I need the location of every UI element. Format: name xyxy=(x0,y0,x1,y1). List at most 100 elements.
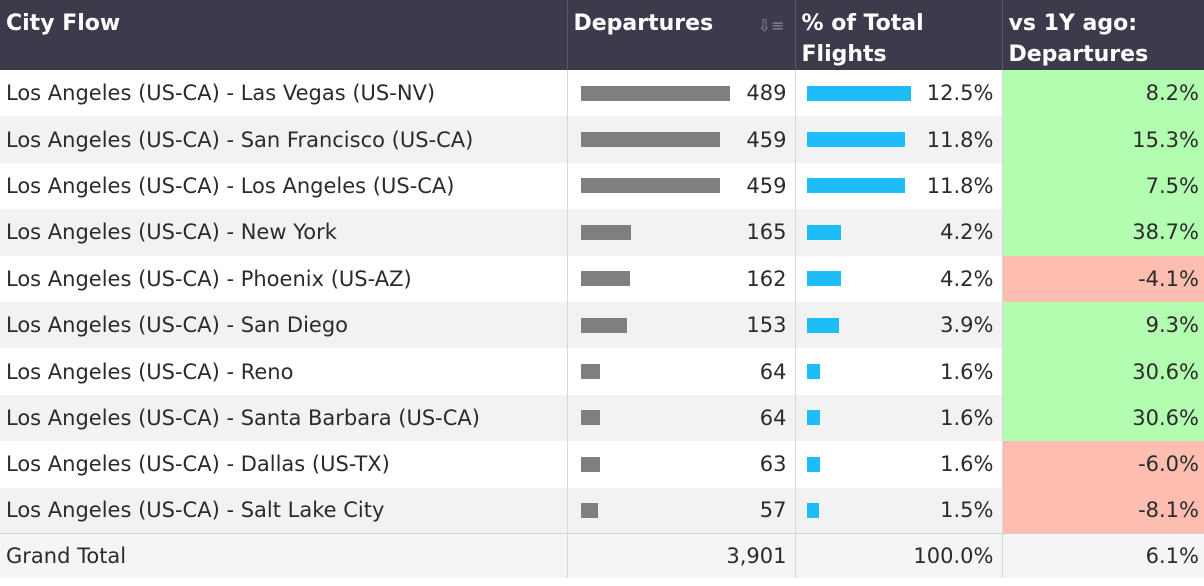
change-vs-1y-cell: 30.6% xyxy=(1002,348,1204,395)
table-row[interactable]: Los Angeles (US-CA) - Santa Barbara (US-… xyxy=(0,394,1204,442)
grand-total-label: Grand Total xyxy=(0,533,568,578)
change-vs-1y-cell: 7.5% xyxy=(1002,162,1204,210)
pct-total-cell: 3.9% xyxy=(795,301,1003,349)
departures-cell: 64 xyxy=(567,394,796,442)
pct-total-bar xyxy=(806,364,820,380)
departures-cell: 57 xyxy=(567,487,796,534)
pct-total-cell: 11.8% xyxy=(795,116,1003,163)
departures-value: 57 xyxy=(759,498,787,523)
pct-total-cell: 1.5% xyxy=(795,487,1003,534)
pct-total-bar xyxy=(806,410,820,426)
pct-total-cell: 12.5% xyxy=(795,70,1003,117)
departures-value: 162 xyxy=(746,266,787,291)
departures-cell: 165 xyxy=(567,209,796,256)
pct-total-bar xyxy=(806,132,905,148)
header-city-flow[interactable]: City Flow xyxy=(0,0,568,70)
pct-total-value: 12.5% xyxy=(926,81,994,106)
table-row[interactable]: Los Angeles (US-CA) - San Diego 153 3.9%… xyxy=(0,301,1204,349)
pct-total-value: 4.2% xyxy=(940,266,994,291)
departures-bar xyxy=(580,271,630,287)
departures-value: 153 xyxy=(746,313,787,338)
table-row[interactable]: Los Angeles (US-CA) - Dallas (US-TX) 63 … xyxy=(0,441,1204,488)
departures-cell: 64 xyxy=(567,348,796,395)
table-row[interactable]: Los Angeles (US-CA) - San Francisco (US-… xyxy=(0,116,1204,163)
departures-bar xyxy=(580,364,600,380)
grand-total-departures: 3,901 xyxy=(567,533,796,578)
table-row[interactable]: Los Angeles (US-CA) - Reno 64 1.6% 30.6% xyxy=(0,348,1204,395)
departures-value: 459 xyxy=(746,173,787,198)
city-flow-cell: Los Angeles (US-CA) - Reno xyxy=(0,348,568,395)
pct-total-bar xyxy=(806,502,819,518)
pct-total-value: 4.2% xyxy=(940,220,994,245)
change-vs-1y-cell: -8.1% xyxy=(1002,487,1204,534)
city-flow-cell: Los Angeles (US-CA) - Phoenix (US-AZ) xyxy=(0,255,568,302)
pct-total-value: 3.9% xyxy=(940,313,994,338)
departures-cell: 459 xyxy=(567,162,796,210)
header-row: City Flow Departures ⇩≡ % of Total Fligh… xyxy=(0,0,1204,70)
grand-total-change: 6.1% xyxy=(1002,533,1204,578)
grand-total-row: Grand Total 3,901 100.0% 6.1% xyxy=(0,533,1204,578)
departures-value: 489 xyxy=(746,81,787,106)
change-vs-1y-cell: 38.7% xyxy=(1002,209,1204,256)
city-flow-cell: Los Angeles (US-CA) - Los Angeles (US-CA… xyxy=(0,162,568,210)
table-row[interactable]: Los Angeles (US-CA) - Las Vegas (US-NV) … xyxy=(0,70,1204,117)
departures-value: 459 xyxy=(746,127,787,152)
header-pct-total[interactable]: % of Total Flights xyxy=(795,0,1003,70)
pct-total-bar xyxy=(806,317,839,333)
change-vs-1y-cell: -6.0% xyxy=(1002,441,1204,488)
departures-bar xyxy=(580,410,600,426)
departures-cell: 489 xyxy=(567,70,796,117)
city-flow-cell: Los Angeles (US-CA) - Santa Barbara (US-… xyxy=(0,394,568,442)
pct-total-value: 1.6% xyxy=(940,452,994,477)
city-flow-cell: Los Angeles (US-CA) - San Diego xyxy=(0,301,568,349)
pct-total-bar xyxy=(806,271,842,287)
table-row[interactable]: Los Angeles (US-CA) - Phoenix (US-AZ) 16… xyxy=(0,255,1204,302)
pct-total-bar xyxy=(806,456,820,472)
pct-total-value: 11.8% xyxy=(926,127,994,152)
departures-bar xyxy=(580,456,600,472)
departures-bar xyxy=(580,224,631,240)
header-departures[interactable]: Departures ⇩≡ xyxy=(567,0,796,70)
change-vs-1y-cell: 8.2% xyxy=(1002,70,1204,117)
departures-cell: 162 xyxy=(567,255,796,302)
departures-bar xyxy=(580,85,730,101)
pct-total-cell: 1.6% xyxy=(795,441,1003,488)
departures-bar xyxy=(580,502,598,518)
departures-cell: 153 xyxy=(567,301,796,349)
pct-total-cell: 11.8% xyxy=(795,162,1003,210)
change-vs-1y-cell: -4.1% xyxy=(1002,255,1204,302)
table-row[interactable]: Los Angeles (US-CA) - Los Angeles (US-CA… xyxy=(0,162,1204,210)
pct-total-bar xyxy=(806,178,905,194)
pct-total-cell: 1.6% xyxy=(795,348,1003,395)
change-vs-1y-cell: 15.3% xyxy=(1002,116,1204,163)
pct-total-cell: 1.6% xyxy=(795,394,1003,442)
city-flow-cell: Los Angeles (US-CA) - Salt Lake City xyxy=(0,487,568,534)
departures-bar xyxy=(580,132,721,148)
city-flow-cell: Los Angeles (US-CA) - New York xyxy=(0,209,568,256)
table-row[interactable]: Los Angeles (US-CA) - New York 165 4.2% … xyxy=(0,209,1204,256)
departures-cell: 63 xyxy=(567,441,796,488)
departures-value: 64 xyxy=(759,359,787,384)
departures-value: 63 xyxy=(759,452,787,477)
sort-descending-icon[interactable]: ⇩≡ xyxy=(757,16,785,35)
city-flow-cell: Los Angeles (US-CA) - Las Vegas (US-NV) xyxy=(0,70,568,117)
pct-total-bar xyxy=(806,224,842,240)
pct-total-value: 1.6% xyxy=(940,359,994,384)
change-vs-1y-cell: 9.3% xyxy=(1002,301,1204,349)
departures-value: 165 xyxy=(746,220,787,245)
table-row[interactable]: Los Angeles (US-CA) - Salt Lake City 57 … xyxy=(0,487,1204,534)
header-departures-label: Departures xyxy=(573,11,714,36)
city-flow-cell: Los Angeles (US-CA) - Dallas (US-TX) xyxy=(0,441,568,488)
departures-bar xyxy=(580,317,628,333)
change-vs-1y-cell: 30.6% xyxy=(1002,394,1204,442)
pct-total-value: 1.6% xyxy=(940,405,994,430)
departures-cell: 459 xyxy=(567,116,796,163)
header-vs-1y[interactable]: vs 1Y ago: Departures xyxy=(1002,0,1204,70)
pct-total-value: 1.5% xyxy=(940,498,994,523)
grand-total-pct: 100.0% xyxy=(795,533,1003,578)
pct-total-cell: 4.2% xyxy=(795,255,1003,302)
departures-bar xyxy=(580,178,721,194)
pct-total-cell: 4.2% xyxy=(795,209,1003,256)
pct-total-value: 11.8% xyxy=(926,173,994,198)
